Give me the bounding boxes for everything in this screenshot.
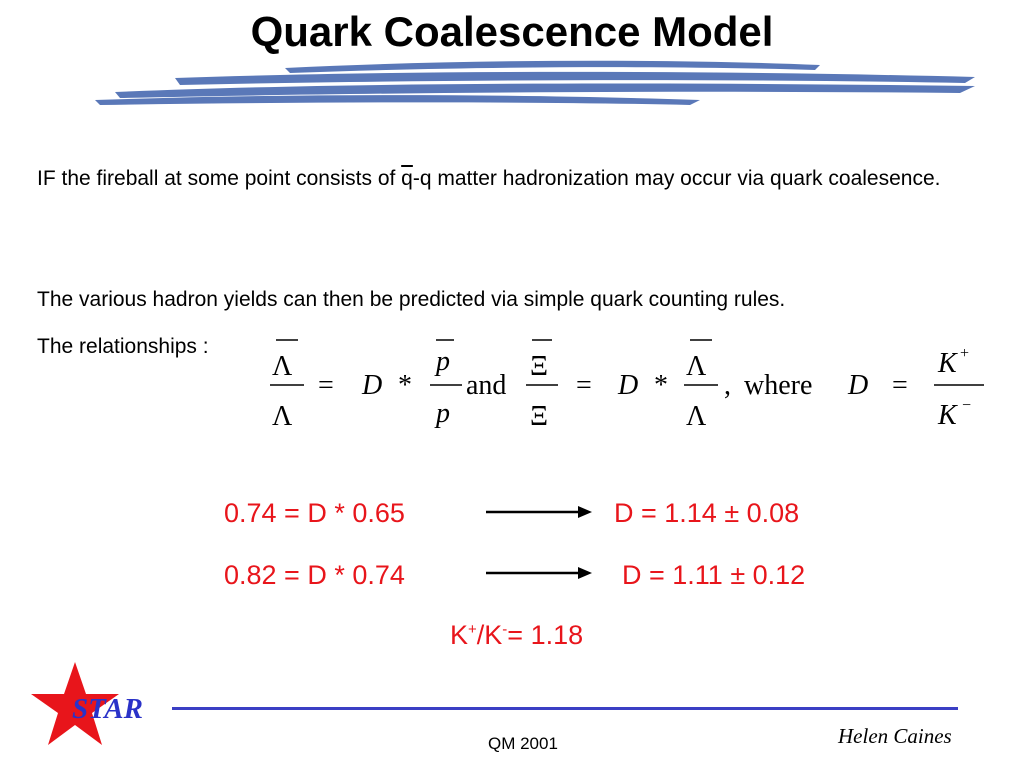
slide-title: Quark Coalescence Model bbox=[250, 8, 774, 55]
d-symbol: D bbox=[361, 370, 382, 401]
intro-text: IF the fireball at some point consists o… bbox=[37, 167, 402, 190]
arrow-right-icon bbox=[486, 506, 592, 518]
arrow-right-icon bbox=[486, 567, 592, 579]
result-equation-1: 0.74 = D * 0.65 bbox=[224, 498, 405, 528]
comma: , bbox=[724, 370, 731, 401]
author-name: Helen Caines bbox=[838, 724, 952, 748]
intro-text-end: matter hadronization may occur via quark… bbox=[431, 167, 941, 190]
kplus-symbol: K bbox=[937, 348, 958, 379]
d-symbol-3: D bbox=[847, 370, 868, 401]
result-value-1: D = 1.14 ± 0.08 bbox=[614, 498, 800, 528]
kaon-ratio-plus: + bbox=[468, 621, 477, 638]
quark-symbol: -q bbox=[412, 167, 432, 190]
equals-sign: = bbox=[318, 370, 334, 401]
result-value-2: D = 1.11 ± 0.12 bbox=[622, 560, 806, 590]
antiquark-symbol: q bbox=[401, 167, 413, 190]
result-equation-2: 0.82 = D * 0.74 bbox=[224, 560, 405, 590]
relationships-label: The relationships : bbox=[37, 335, 209, 358]
proton-symbol: p bbox=[434, 398, 450, 429]
lambda-symbol: Λ bbox=[272, 401, 293, 432]
intro-paragraph: IF the fireball at some point consists o… bbox=[37, 163, 957, 195]
brush-stroke-decoration bbox=[95, 60, 975, 105]
plus-superscript: + bbox=[960, 345, 969, 362]
antilambda-symbol-2: Λ bbox=[686, 351, 707, 382]
antixi-symbol: Ξ bbox=[530, 351, 548, 382]
footer-rule bbox=[172, 707, 958, 710]
multiply-sign: * bbox=[398, 370, 412, 401]
antiproton-symbol: p bbox=[434, 346, 450, 377]
conference-label: QM 2001 bbox=[488, 734, 558, 753]
kaon-ratio-k: K bbox=[450, 620, 469, 650]
antilambda-symbol: Λ bbox=[272, 351, 293, 382]
where-word: where bbox=[744, 370, 812, 401]
counting-rules-text: The various hadron yields can then be pr… bbox=[37, 288, 786, 311]
lambda-symbol-2: Λ bbox=[686, 401, 707, 432]
equals-sign-2: = bbox=[576, 370, 592, 401]
kaon-ratio-minus: - bbox=[502, 621, 508, 638]
star-logo-text: STAR bbox=[72, 693, 143, 725]
ratio-equation: Λ Λ = D * p p and Ξ Ξ = D * Λ Λ , where … bbox=[270, 339, 984, 432]
multiply-sign-2: * bbox=[654, 370, 668, 401]
kaon-ratio-mid: /K bbox=[476, 620, 503, 650]
equals-sign-3: = bbox=[892, 370, 908, 401]
star-logo-icon bbox=[31, 662, 119, 745]
kaon-ratio-value: = 1.18 bbox=[507, 620, 584, 650]
kminus-symbol: K bbox=[937, 400, 958, 431]
kaon-ratio: K+/K-= 1.18 bbox=[450, 620, 583, 651]
xi-symbol: Ξ bbox=[530, 401, 548, 432]
minus-superscript: − bbox=[962, 397, 971, 414]
d-symbol-2: D bbox=[617, 370, 638, 401]
and-word: and bbox=[466, 370, 506, 401]
